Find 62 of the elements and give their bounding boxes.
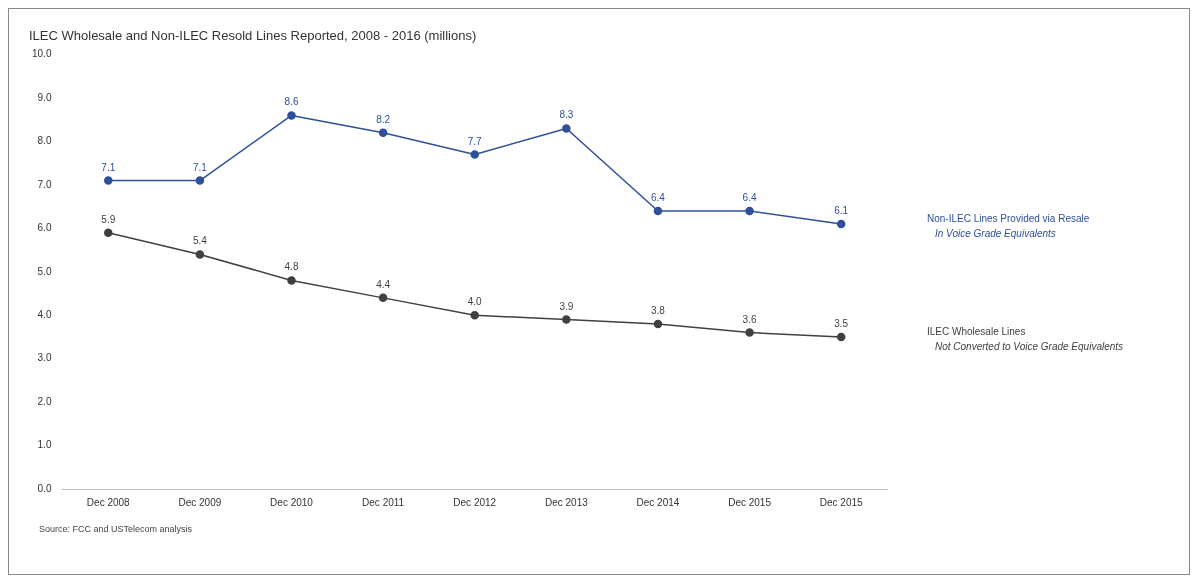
data-label: 4.4 [376,278,391,290]
data-label: 8.2 [376,113,391,125]
text: Non-ILEC Lines Provided via Resale [927,213,1090,225]
y-tick-label: 3.0 [37,352,52,364]
data-label: 3.9 [559,300,574,312]
point [653,206,663,216]
point [378,293,388,303]
point [745,328,754,337]
data-label: 4.0 [467,296,483,308]
x-tick-label: Dec 2008 [86,496,131,508]
data-label: 5.4 [192,235,208,247]
x-tick-label: Dec 2014 [636,496,680,508]
data-label: 6.1 [834,205,849,217]
chart-title: ILEC Wholesale and Non-ILEC Resold Lines Reported, 2008 - 2016 (millions) [29,28,477,44]
y-tick-label: 8.0 [37,135,52,147]
y-tick-label: 6.0 [37,222,52,234]
data-label: 8.3 [559,109,574,121]
data-label: 7.1 [101,161,116,173]
point [104,176,113,185]
x-tick-label: Dec 2015 [728,496,772,508]
y-tick-label: 5.0 [37,265,52,277]
point [195,250,205,259]
point [195,176,205,185]
point [287,276,296,285]
text: Not Converted to Voice Grade Equivalents [935,340,1124,352]
x-tick-label: Dec 2015 [819,496,864,508]
point [653,319,663,329]
y-tick-label: 2.0 [37,395,52,407]
x-tick-label: Dec 2013 [544,496,589,508]
text: In Voice Grade Equivalents [935,228,1056,240]
point [104,228,113,237]
x-tick-label: Dec 2010 [270,496,314,508]
point [745,206,754,216]
point [378,128,388,138]
point [562,315,571,324]
x-tick-label: Dec 2009 [178,496,222,508]
point [287,111,296,120]
text: ILEC Wholesale Lines [927,325,1026,337]
y-tick-label: 4.0 [37,308,52,320]
data-label: 6.4 [651,191,666,203]
point [836,219,846,229]
point [470,310,479,320]
y-tick-label: 7.0 [37,178,52,190]
data-label: 3.5 [834,317,849,329]
y-tick-label: 1.0 [37,439,52,451]
data-label: 4.8 [284,261,299,273]
data-label: 7.7 [467,135,483,147]
x-tick-label: Dec 2011 [362,496,405,508]
y-tick-label: 10.0 [31,48,52,60]
point [470,150,479,159]
data-label: 7.1 [192,161,208,173]
y-tick-label: 9.0 [37,91,52,103]
data-label: 6.4 [742,191,757,203]
point [836,332,846,342]
point [562,124,571,133]
x-tick-label: Dec 2012 [453,496,497,508]
data-label: 8.6 [284,96,299,108]
source-note: Source: FCC and USTelecom analysis [39,524,193,534]
data-label: 5.9 [101,213,116,225]
data-label: 3.6 [742,313,757,325]
y-tick-label: 0.0 [37,482,52,494]
data-label: 3.8 [651,304,666,316]
